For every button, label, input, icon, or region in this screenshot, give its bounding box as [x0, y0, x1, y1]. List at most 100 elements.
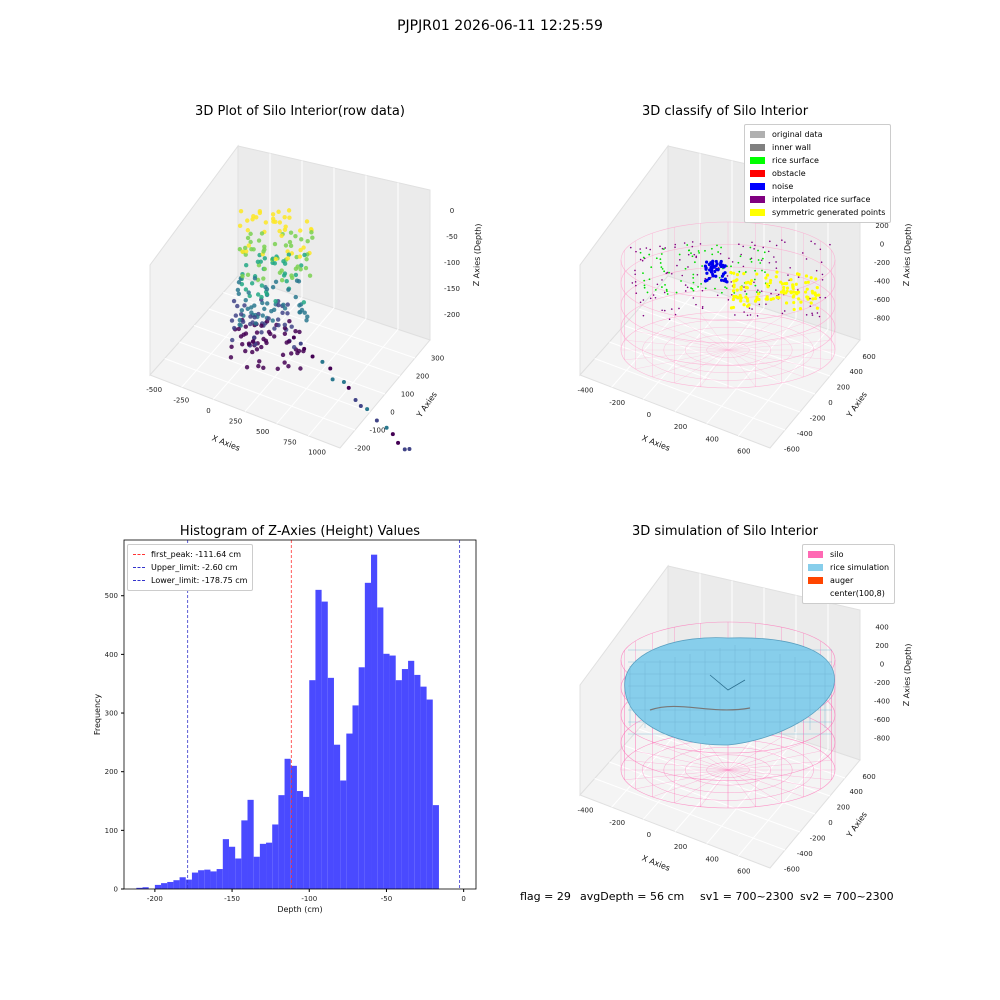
- rice-surface-point: [759, 262, 762, 264]
- interpolated-point: [670, 308, 673, 310]
- interpolated-point: [684, 290, 687, 292]
- histogram-bar: [364, 582, 372, 889]
- data-point: [272, 326, 277, 331]
- histogram-bar: [173, 880, 180, 889]
- rice-surface-point: [642, 272, 644, 274]
- legend-swatch: [808, 551, 823, 558]
- symmetric-point: [777, 296, 781, 300]
- symmetric-point: [806, 297, 810, 301]
- symmetric-point: [735, 272, 740, 277]
- data-point: [273, 279, 279, 284]
- rice-surface-point: [690, 252, 692, 255]
- data-point: [301, 245, 306, 250]
- data-point: [261, 336, 266, 342]
- interpolated-point: [656, 283, 659, 286]
- data-point: [272, 334, 277, 339]
- data-point: [265, 301, 270, 306]
- z-tick-label: -400: [874, 278, 890, 286]
- data-point: [289, 324, 294, 329]
- interpolated-point: [661, 279, 663, 281]
- noise-point: [711, 272, 715, 277]
- x-axis-label: X Axies: [641, 433, 672, 452]
- y-tick-label: 0: [390, 409, 394, 417]
- symmetric-point: [769, 278, 773, 283]
- rice-surface-point: [755, 291, 758, 293]
- data-point: [282, 331, 288, 336]
- interpolated-point: [787, 274, 789, 276]
- interpolated-point: [751, 308, 753, 310]
- x-tick-label: -150: [224, 895, 240, 903]
- data-point: [296, 348, 302, 354]
- data-point: [280, 310, 285, 315]
- interpolated-point: [760, 290, 763, 292]
- interpolated-point: [701, 289, 704, 292]
- interpolated-point: [801, 252, 804, 254]
- interpolated-point: [676, 264, 678, 267]
- legend-entry: auger: [808, 574, 889, 587]
- symmetric-point: [792, 294, 796, 298]
- sv2-text: sv2 = 700~2300: [800, 890, 894, 903]
- z-tick-label: -150: [444, 285, 460, 293]
- symmetric-point: [745, 304, 750, 308]
- interpolated-point: [668, 318, 671, 321]
- data-point: [280, 352, 286, 358]
- legend-entry: noise: [750, 180, 885, 193]
- x-tick-label: 0: [647, 831, 651, 839]
- data-point: [262, 266, 267, 272]
- data-point: [245, 235, 251, 241]
- symmetric-point: [739, 296, 743, 300]
- data-point: [282, 306, 288, 311]
- data-point: [297, 254, 303, 259]
- histogram-bar: [346, 733, 353, 889]
- noise-point: [708, 268, 712, 272]
- symmetric-point: [739, 299, 743, 303]
- data-point: [243, 297, 248, 303]
- data-point: [239, 308, 245, 313]
- data-point: [260, 313, 265, 318]
- interpolated-point: [805, 258, 808, 260]
- interpolated-point: [730, 294, 733, 296]
- x-tick-label: 500: [256, 428, 269, 436]
- data-point: [260, 300, 265, 306]
- x-tick-label: 0: [647, 411, 651, 419]
- y-tick-label: -100: [370, 427, 386, 435]
- interpolated-point: [642, 299, 645, 301]
- interpolated-point: [753, 248, 755, 250]
- x-tick-label: -500: [146, 386, 162, 394]
- interpolated-point: [639, 258, 642, 261]
- symmetric-point: [815, 286, 819, 290]
- histogram-bar: [333, 744, 341, 889]
- data-point: [288, 230, 294, 235]
- histogram-bar: [253, 856, 260, 889]
- symmetric-point: [792, 300, 796, 305]
- interpolated-point: [734, 314, 736, 316]
- interpolated-point: [770, 292, 772, 295]
- z-tick-label: 0: [450, 207, 454, 215]
- rice-surface-point: [664, 283, 666, 286]
- interpolated-point: [748, 307, 751, 309]
- data-point: [253, 321, 259, 326]
- interpolated-point: [775, 261, 777, 263]
- rice-surface-point: [720, 291, 723, 294]
- z-axis-label: Z Axies (Depth): [902, 643, 913, 706]
- data-point: [298, 341, 303, 346]
- noise-point: [719, 278, 724, 282]
- y-tick-label: 200: [105, 768, 118, 776]
- interpolated-point: [631, 282, 634, 284]
- symmetric-point: [804, 280, 808, 285]
- y-tick-label: 100: [401, 391, 414, 399]
- data-point: [261, 249, 266, 254]
- data-point: [242, 245, 248, 251]
- interpolated-point: [746, 314, 749, 317]
- z-tick-label: -100: [444, 259, 460, 267]
- data-point: [402, 447, 407, 452]
- rice-surface-point: [648, 278, 651, 281]
- legend-label: Upper_limit: -2.60 cm: [151, 563, 238, 572]
- rice-surface-point: [643, 279, 646, 282]
- interpolated-point: [818, 315, 821, 318]
- interpolated-point: [670, 272, 673, 275]
- symmetric-point: [806, 280, 810, 284]
- interpolated-point: [769, 240, 771, 243]
- rice-surface-point: [662, 248, 665, 251]
- legend-swatch: [750, 209, 765, 216]
